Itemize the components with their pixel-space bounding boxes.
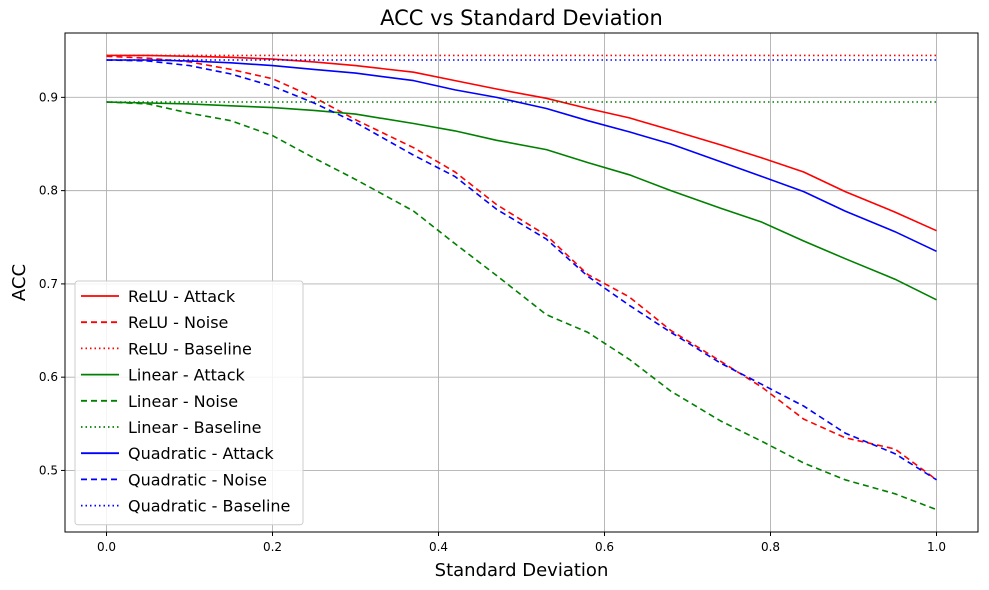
x-axis-label: Standard Deviation bbox=[435, 560, 609, 581]
x-tick-label: 0.6 bbox=[595, 540, 614, 554]
series-line-relu-attack bbox=[106, 54, 937, 232]
x-tick-label: 1.0 bbox=[927, 540, 946, 554]
y-tick-label: 0.9 bbox=[39, 90, 58, 104]
legend-label: Linear - Baseline bbox=[128, 418, 262, 437]
legend-label: Quadratic - Attack bbox=[128, 444, 274, 463]
plot-frame bbox=[64, 32, 979, 533]
axis-ticks: 0.0 0.2 0.4 0.6 0.8 1.0 0.5 0.6 0.7 0.8 0.9 bbox=[39, 90, 946, 554]
legend-label: ReLU - Baseline bbox=[128, 339, 252, 358]
legend-label: Linear - Noise bbox=[128, 392, 238, 411]
legend-label: ReLU - Attack bbox=[128, 287, 236, 306]
chart-title: ACC vs Standard Deviation bbox=[380, 6, 663, 30]
series-line-quadratic-attack bbox=[106, 59, 937, 253]
series-line-linear-noise bbox=[106, 101, 937, 511]
x-tick-label: 0.0 bbox=[97, 540, 116, 554]
series-line-relu-noise bbox=[106, 55, 937, 481]
x-tick-label: 0.4 bbox=[429, 540, 448, 554]
legend-label: Quadratic - Noise bbox=[128, 470, 267, 489]
legend-label: Linear - Attack bbox=[128, 366, 245, 385]
y-tick-label: 0.6 bbox=[39, 370, 58, 384]
legend-label: ReLU - Noise bbox=[128, 313, 228, 332]
legend: ReLU - Attack ReLU - Noise ReLU - Baseline… bbox=[74, 280, 304, 526]
x-tick-label: 0.2 bbox=[263, 540, 282, 554]
series-line-quadratic-noise bbox=[106, 59, 937, 481]
legend-box bbox=[74, 280, 304, 526]
y-axis-label: ACC bbox=[9, 264, 30, 301]
y-tick-label: 0.5 bbox=[39, 463, 58, 477]
legend-label: Quadratic - Baseline bbox=[128, 497, 290, 516]
x-tick-label: 0.8 bbox=[761, 540, 780, 554]
y-tick-label: 0.7 bbox=[39, 277, 58, 291]
series-lines bbox=[106, 54, 937, 511]
y-tick-label: 0.8 bbox=[39, 184, 58, 198]
series-line-linear-attack bbox=[106, 101, 937, 301]
